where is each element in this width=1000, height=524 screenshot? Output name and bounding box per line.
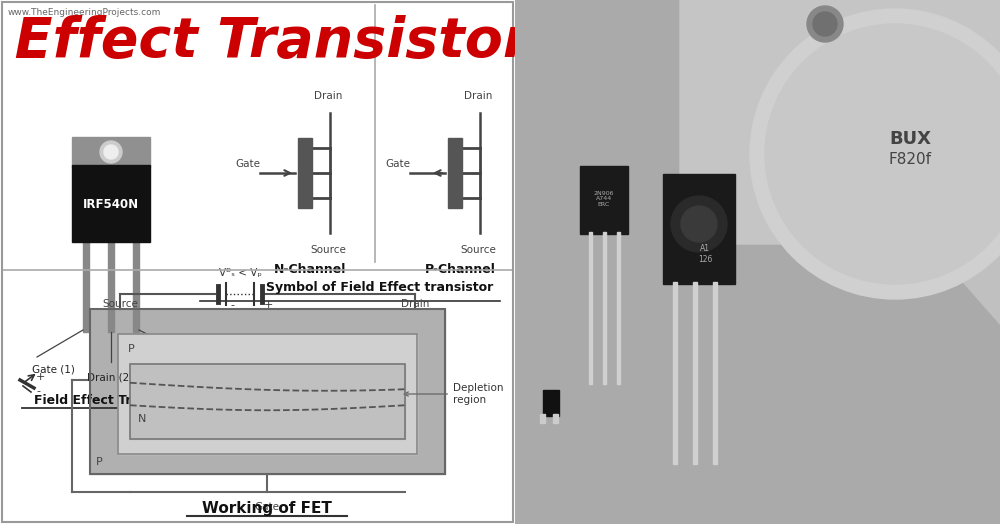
- Text: Drain: Drain: [401, 299, 429, 309]
- Text: 2N906
A744
ERC: 2N906 A744 ERC: [594, 191, 614, 208]
- Text: Working of FET: Working of FET: [202, 500, 332, 516]
- Text: BUX: BUX: [889, 130, 931, 148]
- Bar: [90, 309, 445, 474]
- Text: F820f: F820f: [889, 151, 932, 167]
- FancyBboxPatch shape: [680, 0, 1000, 244]
- Text: Source (3): Source (3): [148, 365, 202, 375]
- Text: Drain (2): Drain (2): [87, 372, 133, 382]
- Bar: [72, 165, 150, 242]
- Circle shape: [807, 6, 843, 42]
- Bar: [72, 137, 150, 167]
- Bar: [553, 414, 558, 423]
- Circle shape: [104, 145, 118, 159]
- Bar: [580, 166, 628, 234]
- Text: Drain: Drain: [464, 91, 492, 101]
- Bar: [713, 282, 717, 464]
- Circle shape: [671, 196, 727, 252]
- Bar: [118, 334, 417, 454]
- Text: Symbol of Field Effect transistor: Symbol of Field Effect transistor: [266, 281, 494, 294]
- Circle shape: [750, 9, 1000, 299]
- Text: Gate: Gate: [236, 159, 260, 169]
- Text: Drain: Drain: [314, 91, 342, 101]
- Text: Field Effect Transistor: Field Effect Transistor: [34, 394, 188, 407]
- Text: P-Channel: P-Channel: [425, 263, 495, 276]
- Bar: [543, 390, 559, 416]
- Text: Gate: Gate: [254, 502, 280, 512]
- Text: -: -: [36, 386, 40, 396]
- Bar: [693, 282, 697, 464]
- Text: P: P: [96, 457, 103, 467]
- Circle shape: [681, 206, 717, 242]
- Text: IRF540N: IRF540N: [83, 198, 139, 211]
- Bar: [133, 239, 139, 332]
- Text: +: +: [263, 300, 273, 310]
- Text: Source: Source: [102, 299, 138, 309]
- Bar: [540, 414, 545, 423]
- Bar: [118, 334, 417, 454]
- Text: www.TheEngineeringProjects.com: www.TheEngineeringProjects.com: [8, 8, 161, 17]
- Circle shape: [813, 12, 837, 36]
- Bar: [602, 232, 606, 384]
- Text: +: +: [36, 372, 45, 382]
- Text: Vᴰₛ < Vₚ: Vᴰₛ < Vₚ: [219, 268, 261, 278]
- Text: N-Channel: N-Channel: [274, 263, 346, 276]
- Bar: [588, 232, 592, 384]
- Text: Field Effect Transistor (FET): Field Effect Transistor (FET): [0, 15, 714, 69]
- Bar: [130, 364, 405, 439]
- Text: Source: Source: [310, 245, 346, 255]
- Text: -: -: [230, 300, 234, 310]
- Polygon shape: [715, 0, 1000, 324]
- Bar: [616, 232, 620, 384]
- Text: P: P: [128, 344, 135, 354]
- Bar: [673, 282, 677, 464]
- Text: Depletion
region: Depletion region: [404, 383, 504, 405]
- Text: N: N: [138, 414, 146, 424]
- Bar: [83, 239, 89, 332]
- Text: Gate: Gate: [386, 159, 411, 169]
- Bar: [90, 309, 445, 474]
- Circle shape: [765, 24, 1000, 284]
- Text: A1
126: A1 126: [698, 244, 712, 264]
- Text: Gate (1): Gate (1): [32, 365, 75, 375]
- Text: Source: Source: [460, 245, 496, 255]
- Bar: [663, 174, 735, 284]
- Bar: [130, 364, 405, 439]
- Bar: [298, 138, 312, 208]
- Bar: [108, 239, 114, 332]
- Circle shape: [100, 141, 122, 163]
- Bar: [448, 138, 462, 208]
